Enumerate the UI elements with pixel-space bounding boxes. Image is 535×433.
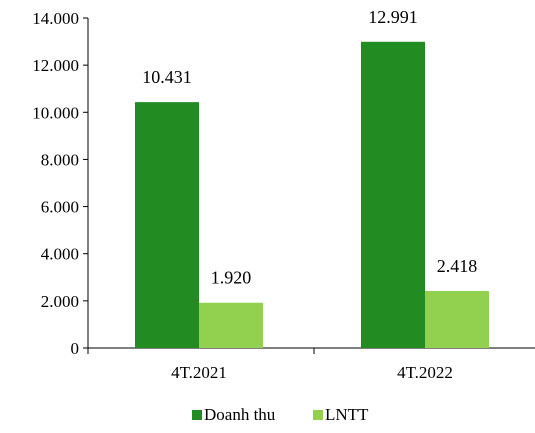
x-tick-label: 4T.2021 <box>171 363 227 382</box>
y-tick-label: 4.000 <box>41 245 79 264</box>
legend-label: LNTT <box>325 405 369 424</box>
legend: Doanh thu LNTT <box>192 405 369 424</box>
bar-doanh-thu-4t-2021 <box>135 102 199 348</box>
y-tick-label: 12.000 <box>32 56 79 75</box>
data-label: 1.920 <box>211 268 252 288</box>
bar-doanh-thu-4t-2022 <box>361 41 425 349</box>
bar-lntt-4t-2022 <box>425 291 489 348</box>
data-label: 2.418 <box>437 256 478 276</box>
legend-swatch-lntt <box>313 410 323 420</box>
y-tick-label: 8.000 <box>41 150 79 169</box>
y-tick-label: 0 <box>71 339 80 358</box>
legend-label: Doanh thu <box>204 405 276 424</box>
data-label: 12.991 <box>368 7 418 27</box>
bars <box>135 41 489 349</box>
y-tick-label: 10.000 <box>32 103 79 122</box>
data-labels: 10.431 1.920 12.991 2.418 <box>142 7 477 288</box>
legend-swatch-doanh-thu <box>192 410 202 420</box>
bar-lntt-4t-2021 <box>199 302 263 348</box>
y-axis: 0 2.000 4.000 6.000 8.000 10.000 12.000 14.000 <box>32 9 89 358</box>
y-tick-label: 2.000 <box>41 292 79 311</box>
y-tick-label: 14.000 <box>32 9 79 28</box>
x-tick-label: 4T.2022 <box>397 363 453 382</box>
x-axis: 4T.2021 4T.2022 <box>87 347 535 382</box>
y-tick-label: 6.000 <box>41 198 79 217</box>
data-label: 10.431 <box>142 67 192 87</box>
